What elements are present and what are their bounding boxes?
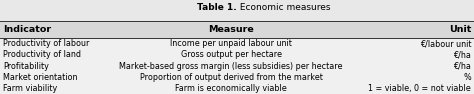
Text: Productivity of land: Productivity of land [3, 50, 81, 59]
Text: 1 = viable, 0 = not viable: 1 = viable, 0 = not viable [368, 84, 471, 93]
Text: Table 1.: Table 1. [197, 3, 237, 12]
Text: €/labour unit: €/labour unit [419, 39, 471, 48]
Text: €/ha: €/ha [453, 62, 471, 70]
Text: Proportion of output derived from the market: Proportion of output derived from the ma… [140, 73, 322, 82]
Text: %: % [464, 73, 471, 82]
Text: Market-based gross margin (less subsidies) per hectare: Market-based gross margin (less subsidie… [119, 62, 343, 70]
Bar [0, 21, 474, 94]
Text: Farm viability: Farm viability [3, 84, 57, 93]
Text: Market orientation: Market orientation [3, 73, 77, 82]
Bar [0, 21, 474, 38]
Text: Productivity of labour: Productivity of labour [3, 39, 89, 48]
Text: Farm is economically viable: Farm is economically viable [175, 84, 287, 93]
Text: Measure: Measure [208, 25, 254, 34]
Text: €/ha: €/ha [453, 50, 471, 59]
Text: Economic measures: Economic measures [237, 3, 330, 12]
Bar [0, 21, 474, 38]
Text: Indicator: Indicator [3, 25, 51, 34]
Text: Gross output per hectare: Gross output per hectare [181, 50, 282, 59]
Text: Unit: Unit [449, 25, 471, 34]
Text: Income per unpaid labour unit: Income per unpaid labour unit [170, 39, 292, 48]
Text: Profitability: Profitability [3, 62, 49, 70]
